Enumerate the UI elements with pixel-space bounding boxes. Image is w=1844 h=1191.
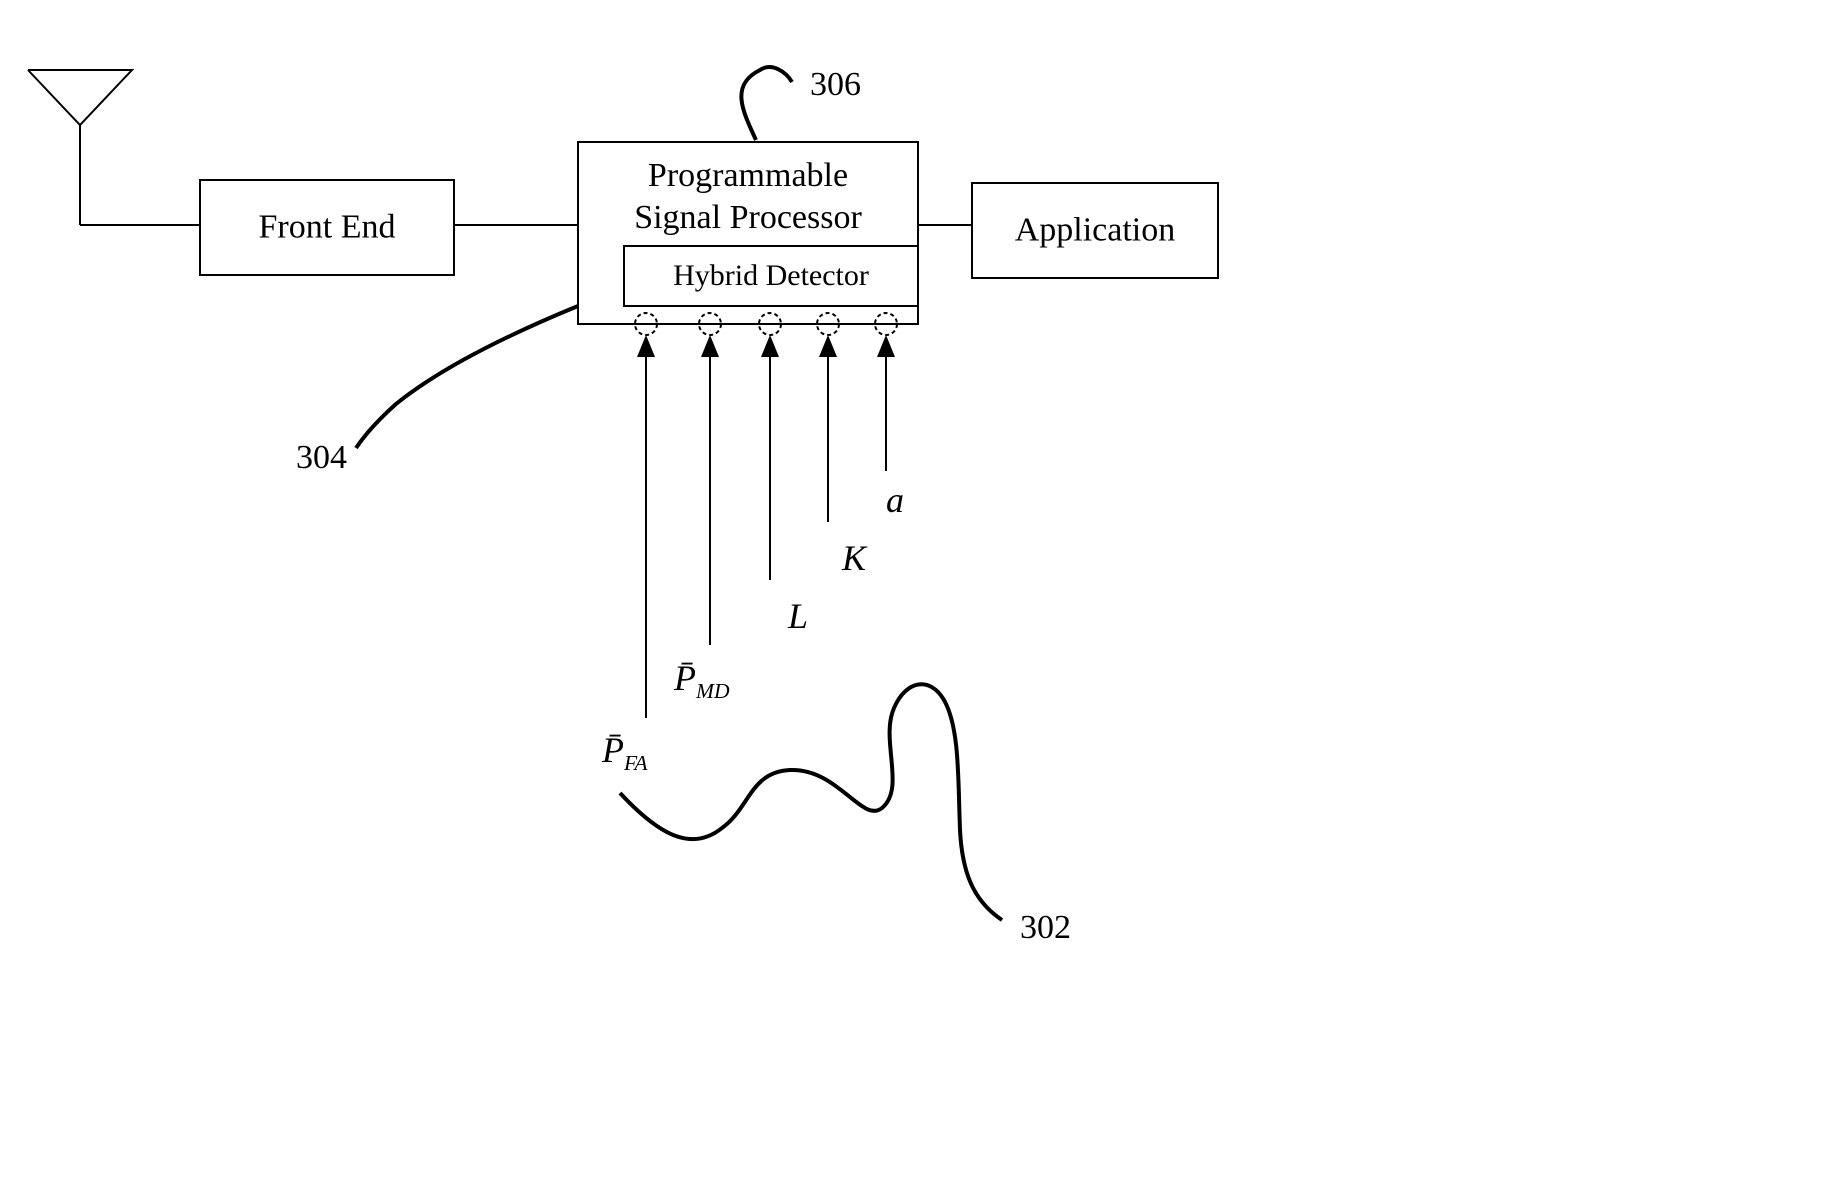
block-diagram: Front End Programmable Signal Processor Hyb…: [0, 0, 1844, 1191]
param-label-1: P̄MD: [673, 658, 730, 703]
hybrid-detector-label: Hybrid Detector: [673, 259, 869, 292]
ref-302: 302: [1020, 909, 1071, 946]
param-label-2: L: [787, 596, 808, 636]
param-label-4: a: [886, 480, 904, 520]
front-end-label: Front End: [259, 208, 396, 245]
param-label-3: K: [841, 538, 868, 578]
param-label-0: P̄FA: [601, 730, 648, 775]
ref-304: 304: [296, 439, 347, 476]
processor-label-2: Signal Processor: [634, 199, 862, 236]
application-label: Application: [1015, 211, 1176, 248]
processor-label-1: Programmable: [648, 157, 848, 194]
ref-306: 306: [810, 66, 861, 103]
